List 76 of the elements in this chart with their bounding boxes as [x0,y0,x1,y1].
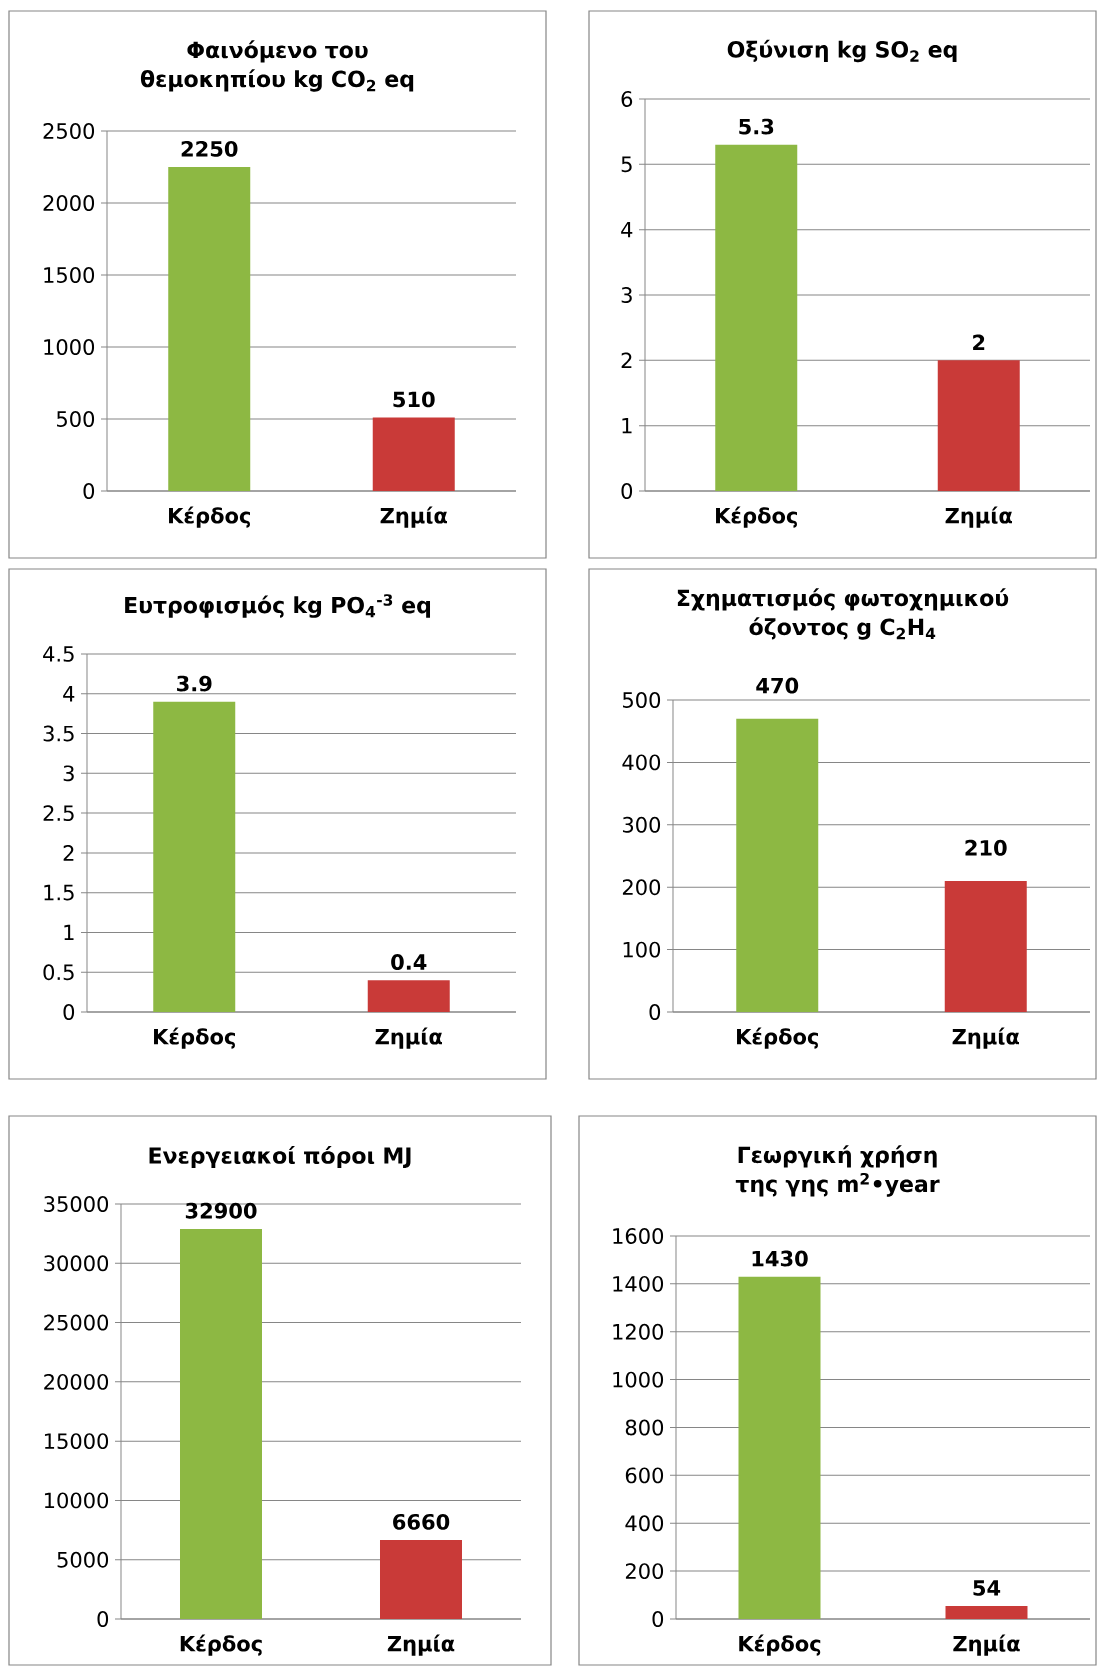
y-tick-label: 4 [63,686,75,702]
y-tick-label: 2.5 [43,805,74,822]
y-tick-label: 2500 [43,123,95,139]
y-tick-label: 15000 [44,1433,109,1450]
y-tick-label: 5000 [57,1551,109,1568]
x-tick-label: Κέρδος [154,1027,235,1049]
y-tick-label: 1200 [613,1323,664,1340]
data-label: 32900 [185,1202,257,1219]
data-label: 510 [393,391,435,408]
x-tick-label: Κέρδος [716,506,797,528]
y-tick-label: 1000 [44,339,95,355]
chart-title: Γεωργική χρήση της γης m$^{2}$•year [735,1145,940,1197]
y-tick-label: 100 [623,941,661,958]
x-tick-label: Ζημία [952,1027,1019,1049]
data-label: 3.9 [177,675,212,692]
y-tick-label: 1 [64,924,74,941]
y-tick-label: 300 [622,816,661,833]
data-label: 1430 [752,1250,808,1267]
data-label: 54 [973,1580,1001,1596]
y-tick-label: 35000 [44,1196,109,1212]
y-tick-label: 800 [625,1419,664,1436]
x-tick-label: Ζημία [375,1027,442,1049]
data-label: 470 [756,677,799,694]
chart-title: Σχηματισμός φωτοχημικού όζοντος g C$_{2}$H$_{4}$ [677,588,1009,640]
y-tick-label: 0 [83,483,95,499]
y-tick-label: 3 [621,287,632,303]
y-tick-label: 500 [57,411,95,427]
y-tick-label: 1500 [44,267,95,283]
x-tick-label: Ζημία [953,1634,1020,1656]
x-tick-label: Ζημία [387,1634,455,1656]
y-tick-label: 200 [622,879,661,896]
y-tick-label: 6 [621,91,633,107]
y-tick-label: 400 [622,754,661,771]
data-label: 0.4 [391,954,427,970]
y-tick-label: 600 [625,1467,664,1484]
chart-title: Οξύνιση kg SO$_{2}$ eq [727,39,957,63]
y-tick-label: 25000 [44,1314,109,1331]
y-tick-label: 0 [63,1004,75,1020]
chart-title: Ενεργειακοί πόροι MJ [149,1145,411,1169]
data-label: 5.3 [739,118,774,135]
y-tick-label: 0.5 [43,964,74,981]
y-tick-label: 1.5 [44,884,74,901]
y-tick-label: 500 [623,692,661,708]
data-label: 210 [965,839,1007,856]
data-label: 2250 [181,140,238,157]
x-tick-label: Κέρδος [169,506,250,528]
y-tick-label: 3 [63,765,74,782]
y-tick-label: 1400 [613,1275,664,1292]
y-tick-label: 30000 [44,1255,109,1272]
y-tick-label: 2 [621,352,632,369]
chart-title: Φαινόμενο του θεμοκηπίου kg CO$_{2}$ eq [140,40,414,92]
y-tick-label: 0 [649,1004,661,1020]
y-tick-label: 4.5 [43,646,74,662]
y-tick-label: 1000 [613,1371,664,1388]
x-tick-label: Κέρδος [737,1027,818,1049]
y-tick-label: 400 [625,1515,664,1532]
y-tick-label: 4 [621,222,633,238]
x-tick-label: Κέρδος [180,1634,262,1656]
data-label: 6660 [393,1513,450,1530]
y-tick-label: 20000 [44,1373,109,1390]
data-label: 2 [973,334,985,351]
y-tick-label: 1 [622,418,632,434]
y-tick-label: 2 [63,845,74,861]
y-tick-label: 2000 [43,195,95,211]
x-tick-label: Ζημία [380,506,447,528]
x-tick-label: Ζημία [945,506,1012,528]
chart-title: Ευτροφισμός kg PO$_{4}$$^{-3}$ eq [125,594,431,618]
y-tick-label: 0 [621,483,633,499]
y-tick-label: 10000 [44,1492,109,1509]
y-tick-label: 3.5 [43,725,74,742]
y-tick-label: 200 [625,1563,664,1580]
y-tick-label: 5 [621,156,632,173]
x-tick-label: Κέρδος [739,1634,821,1656]
y-tick-label: 0 [97,1611,109,1627]
y-tick-label: 1600 [613,1228,664,1244]
y-tick-label: 0 [652,1611,664,1627]
